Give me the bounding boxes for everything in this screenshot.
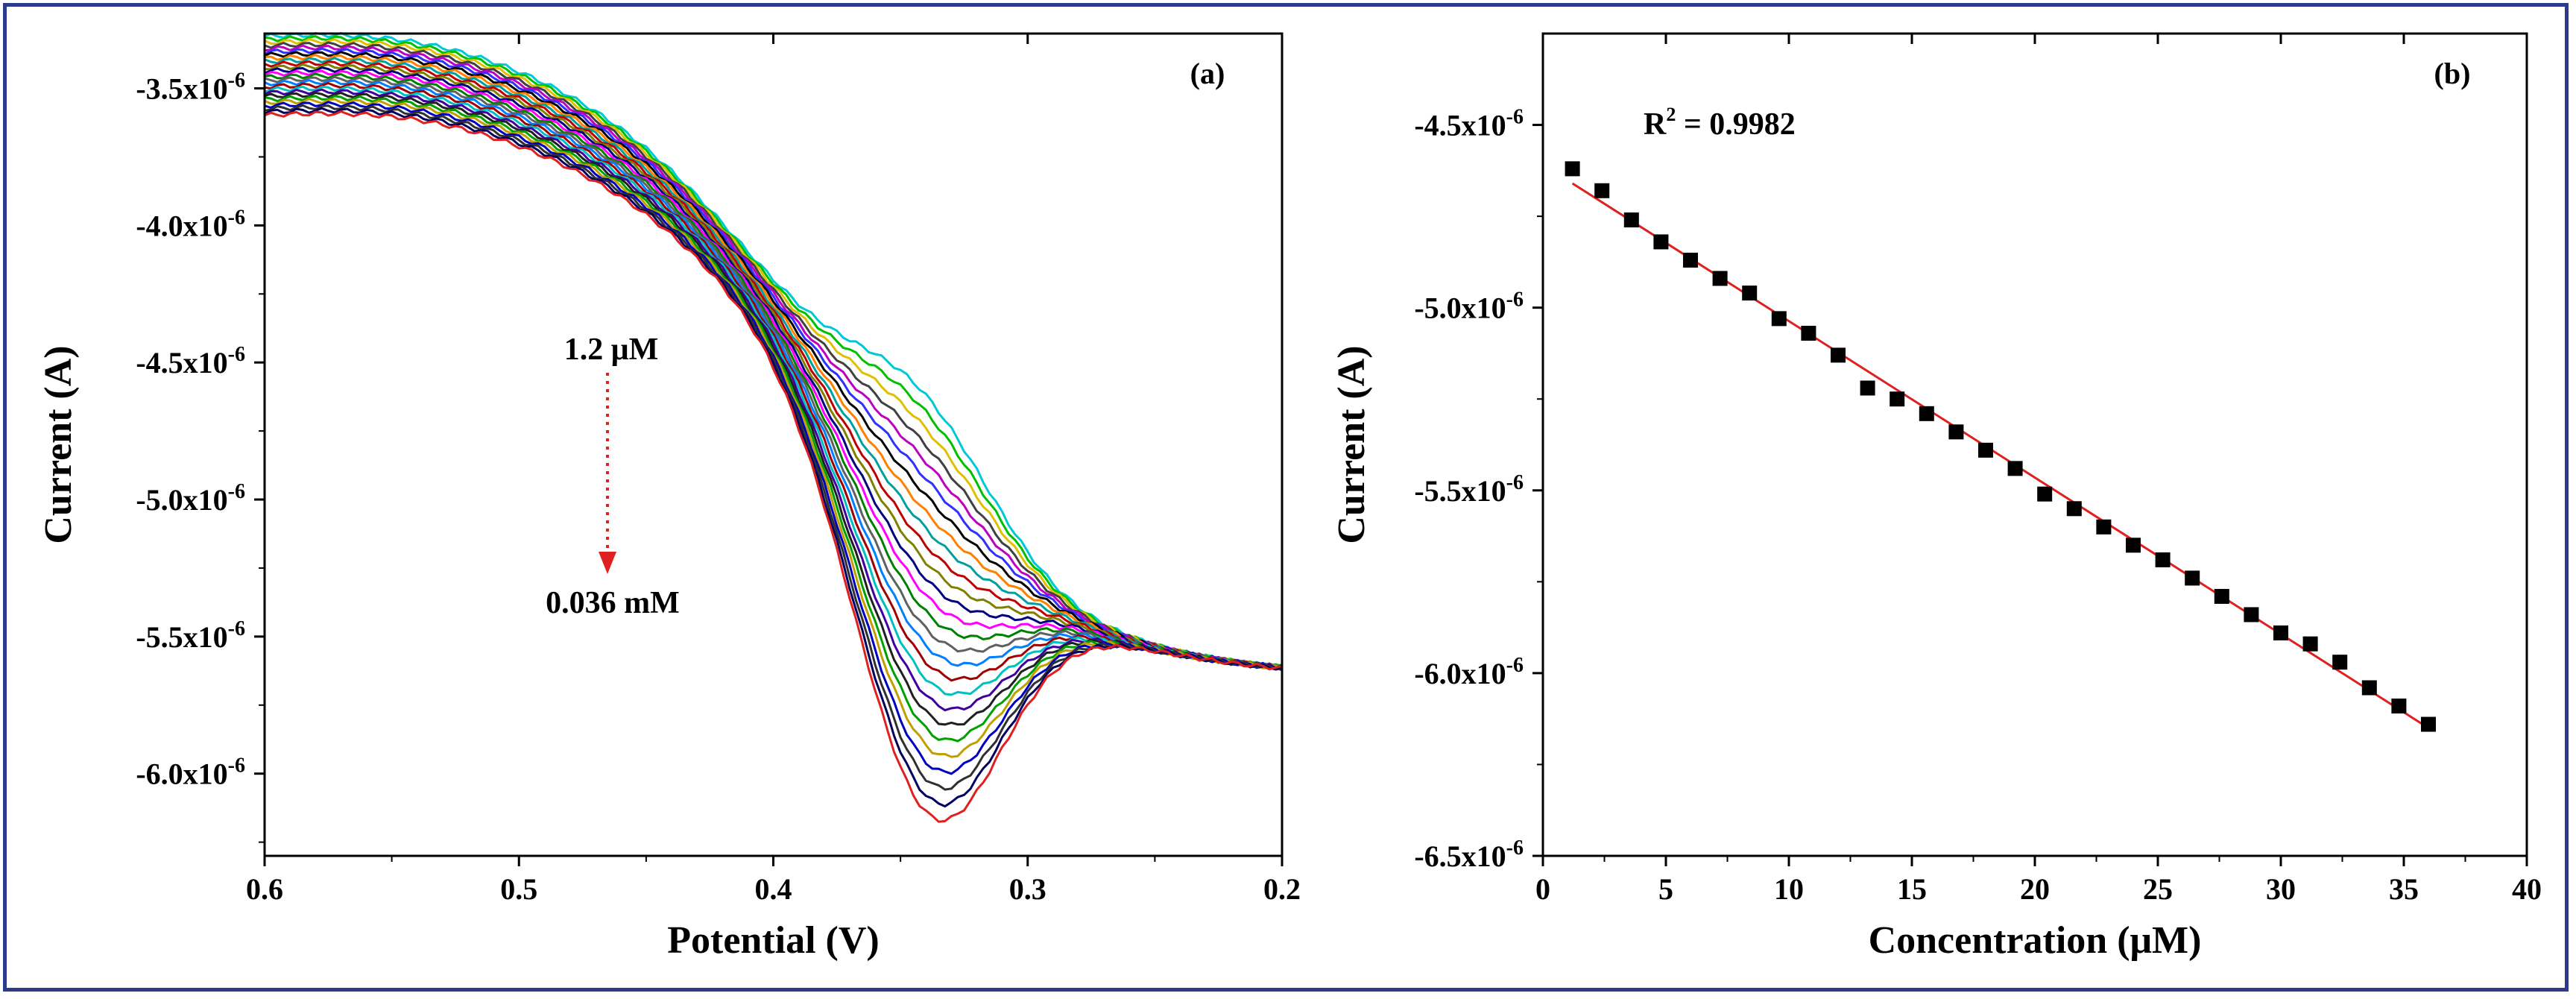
data-point — [1890, 391, 1905, 407]
data-point — [1623, 212, 1639, 228]
data-point — [2421, 716, 2436, 732]
x-tick-label: 30 — [2266, 872, 2296, 906]
series-line — [264, 104, 1283, 791]
y-axis-title: Current (A) — [1330, 345, 1373, 543]
y-tick-label: -4.0x10-6 — [136, 206, 245, 242]
panel-a: 0.6 0.5 0.4 0.3 0.2 -3.5x10-6 -4.0x10-6 -4.5x10… — [37, 31, 1301, 962]
x-tick-label: 0.4 — [755, 872, 792, 906]
data-point — [1742, 286, 1758, 301]
y-tick-label: -3.5x10-6 — [136, 69, 245, 106]
data-point — [1565, 161, 1580, 177]
x-tick-label: 40 — [2512, 872, 2542, 906]
data-point — [2096, 519, 2112, 535]
data-point — [2391, 699, 2407, 714]
data-point — [1948, 424, 1964, 440]
data-point — [2214, 588, 2229, 604]
annotation-end-concentration: 0.036 mM — [546, 586, 680, 620]
r-squared-label: R2 = 0.9982 — [1644, 104, 1796, 142]
y-tick-label: -5.0x10-6 — [1414, 289, 1524, 325]
series-line — [264, 98, 1283, 758]
series-line — [264, 78, 1283, 671]
series-line — [264, 60, 1283, 671]
linear-fit-line — [1571, 182, 2429, 729]
data-point — [2302, 636, 2318, 652]
y-tick-label: -6.0x10-6 — [136, 754, 245, 791]
y-tick-label: -5.0x10-6 — [136, 480, 245, 517]
data-point — [2007, 461, 2023, 476]
series-line — [264, 88, 1283, 712]
y-tick-label: -6.0x10-6 — [1414, 654, 1524, 690]
x-tick-label: 20 — [2020, 872, 2050, 906]
series-line — [264, 110, 1283, 823]
series-line — [264, 101, 1283, 775]
data-point — [2361, 680, 2377, 696]
series-line — [264, 107, 1283, 808]
x-tick-label: 0.3 — [1009, 872, 1046, 906]
plot-area-a — [263, 32, 1284, 857]
data-point — [2332, 655, 2348, 670]
x-tick-label: 15 — [1897, 872, 1927, 906]
annotation-start-concentration: 1.2 μM — [564, 333, 658, 367]
y-tick-label: -4.5x10-6 — [1414, 106, 1524, 142]
series-line — [264, 85, 1283, 696]
panel-label-a: (a) — [1190, 57, 1225, 90]
data-point — [2126, 538, 2141, 553]
data-point — [1594, 183, 1610, 198]
y-tick-label: -5.5x10-6 — [136, 617, 245, 654]
y-axis-title: Current (A) — [37, 345, 80, 543]
data-points — [1565, 161, 2436, 732]
x-axis-title: Potential (V) — [667, 919, 879, 962]
series-line — [264, 91, 1283, 726]
x-tick-label: 0.6 — [246, 872, 283, 906]
series-line — [264, 81, 1283, 682]
x-tick-label: 10 — [1774, 872, 1804, 906]
data-point — [2037, 486, 2053, 502]
data-point — [2155, 552, 2171, 567]
data-point — [1919, 406, 1934, 421]
figure-frame — [3, 3, 2569, 992]
data-point — [1771, 311, 1787, 327]
data-point — [1712, 271, 1728, 286]
panel-b: 0 5 10 15 20 25 30 35 40 -4.5x10-6 -5.0x10-6 -5.5x1… — [1330, 32, 2542, 962]
x-tick-label: 5 — [1658, 872, 1673, 906]
data-point — [1683, 252, 1698, 268]
panel-label-b: (b) — [2434, 57, 2471, 90]
plot-area-b — [1541, 32, 2528, 857]
series-line — [264, 75, 1283, 669]
y-tick-label: -5.5x10-6 — [1414, 471, 1524, 508]
series-line — [264, 38, 1283, 669]
x-tick-label: 0.5 — [500, 872, 537, 906]
arrow-head — [599, 552, 616, 574]
voltammogram-curves — [264, 31, 1283, 823]
data-point — [2273, 625, 2288, 640]
y-tick-label: -4.5x10-6 — [136, 343, 245, 379]
data-point — [1978, 442, 1993, 458]
data-point — [1831, 347, 1846, 363]
x-tick-label: 35 — [2389, 872, 2419, 906]
data-point — [2185, 570, 2200, 586]
series-line — [264, 41, 1283, 670]
data-point — [2244, 607, 2259, 623]
x-axis-title: Concentration (μM) — [1869, 919, 2202, 962]
x-tick-label: 0 — [1535, 872, 1550, 906]
data-point — [1860, 380, 1875, 396]
data-point — [1653, 234, 1669, 250]
x-tick-label: 0.2 — [1263, 872, 1301, 906]
y-tick-label: -6.5x10-6 — [1414, 836, 1524, 873]
x-tick-label: 25 — [2143, 872, 2173, 906]
data-point — [2066, 501, 2082, 517]
data-point — [1801, 325, 1816, 341]
